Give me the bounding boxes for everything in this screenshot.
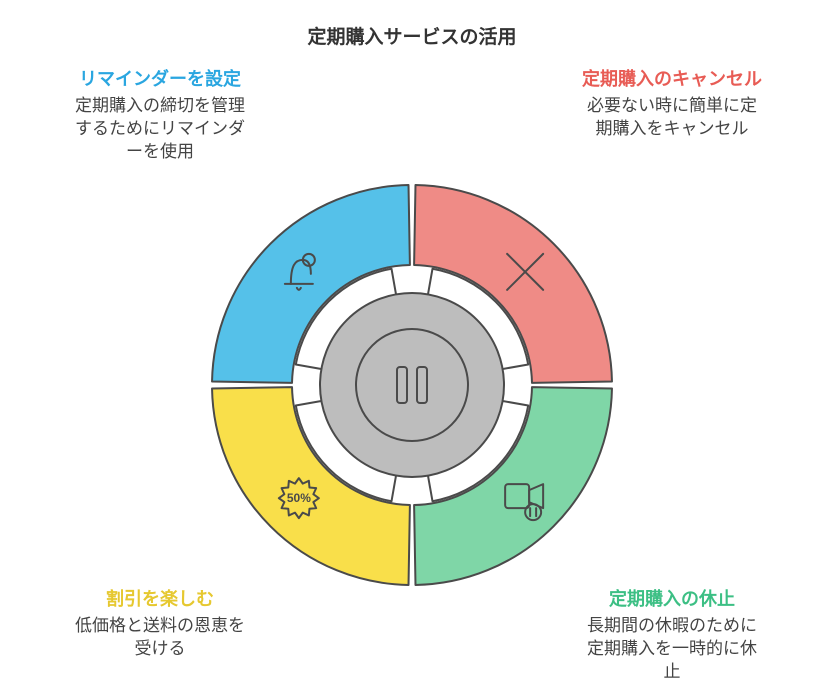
label-cancel-desc: 必要ない時に簡単に定期購入をキャンセル: [582, 95, 762, 141]
label-reminder: リマインダーを設定 定期購入の締切を管理するためにリマインダーを使用: [70, 68, 250, 164]
page-title: 定期購入サービスの活用: [0, 22, 824, 49]
label-cancel: 定期購入のキャンセル 必要ない時に簡単に定期購入をキャンセル: [582, 68, 762, 141]
label-reminder-heading: リマインダーを設定: [70, 68, 250, 91]
center-inner-disc: [356, 329, 468, 441]
label-cancel-heading: 定期購入のキャンセル: [582, 68, 762, 91]
label-discount: 割引を楽しむ 低価格と送料の恩恵を受ける: [70, 588, 250, 661]
radial-diagram: 50%: [202, 175, 622, 595]
label-reminder-desc: 定期購入の締切を管理するためにリマインダーを使用: [70, 95, 250, 164]
badge-50-text: 50%: [287, 491, 311, 505]
label-pause: 定期購入の休止 長期間の休暇のために定期購入を一時的に休止: [582, 588, 762, 684]
label-discount-desc: 低価格と送料の恩恵を受ける: [70, 615, 250, 661]
label-pause-desc: 長期間の休暇のために定期購入を一時的に休止: [582, 615, 762, 684]
